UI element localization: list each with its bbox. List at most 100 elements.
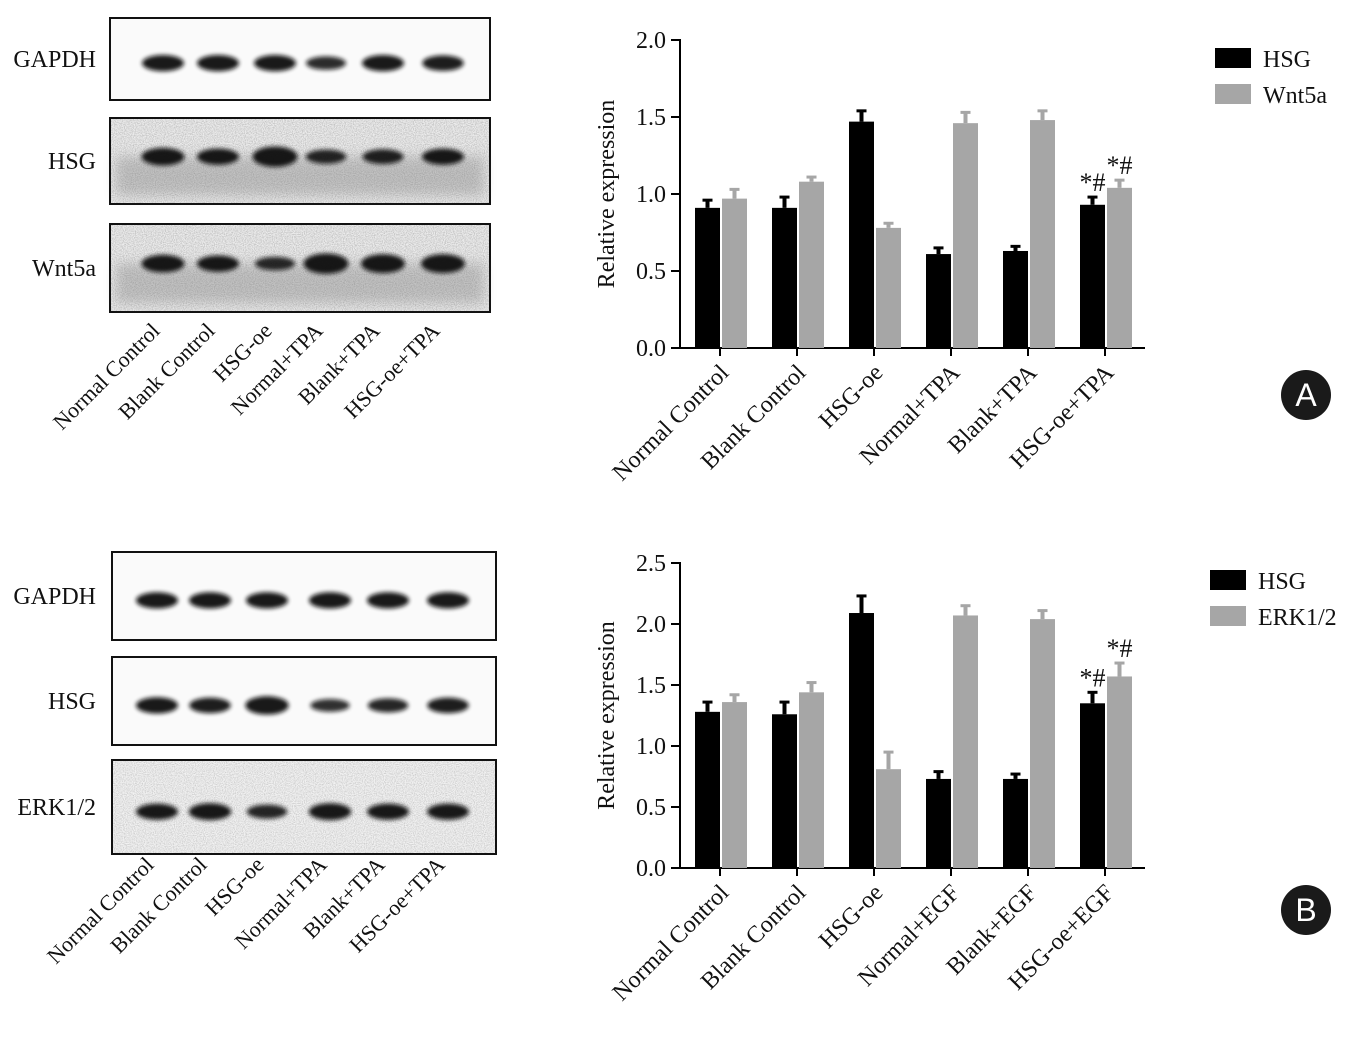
bar [1003, 250, 1028, 348]
blot-row-label: Wnt5a [32, 256, 96, 282]
panel-badge-circle [1281, 885, 1331, 935]
y-tick-label: 0.0 [636, 856, 666, 882]
y-tick-label: 0.0 [636, 336, 666, 362]
bar [772, 714, 797, 868]
y-tick-label: 2.0 [636, 28, 666, 54]
bar [722, 702, 747, 868]
legend-swatch [1215, 48, 1251, 68]
y-tick-label: 1.0 [636, 182, 666, 208]
significance-marker: *# [1080, 663, 1106, 692]
blot-band [421, 254, 465, 274]
bar [1080, 204, 1105, 348]
y-tick-label: 1.5 [636, 673, 666, 699]
x-tick-label: HSG-oe [814, 360, 888, 434]
blot-band [197, 148, 239, 165]
blot-band [303, 253, 349, 274]
blot-band [136, 697, 178, 714]
blot-band [197, 55, 239, 72]
panel-badge-circle [1281, 370, 1331, 420]
blot-band [141, 254, 185, 273]
blot-band [362, 55, 404, 72]
blot-band [246, 804, 288, 819]
blot-row-hsg: HSG [48, 656, 497, 746]
blot-row-wnt5a: Wnt5a [32, 223, 491, 313]
legend-swatch [1210, 606, 1246, 626]
bar [722, 198, 747, 348]
blot-band [367, 592, 409, 609]
blot-band [427, 803, 469, 820]
chart-legend: HSG Wnt5a [1215, 47, 1327, 109]
legend-label: ERK1/2 [1258, 605, 1337, 631]
blot-band [422, 55, 464, 71]
legend-swatch [1210, 570, 1246, 590]
blot-band [306, 56, 346, 70]
panel-badge-letter: A [1295, 377, 1317, 413]
significance-marker: *# [1107, 634, 1133, 663]
bar [695, 207, 720, 348]
blot-row-label: GAPDH [13, 47, 96, 73]
y-axis-label: Relative expression [594, 100, 620, 289]
blot-band [305, 149, 347, 164]
x-tick-label: HSG-oe [814, 880, 888, 954]
blot-row-label: ERK1/2 [17, 795, 96, 821]
panel-badge: A [1281, 370, 1331, 420]
blot-band [136, 803, 178, 820]
y-tick-label: 2.0 [636, 612, 666, 638]
blot-band [189, 697, 231, 714]
blot-band [245, 696, 289, 715]
bar [772, 207, 797, 348]
bar [1080, 703, 1105, 868]
legend-swatch [1215, 84, 1251, 104]
blot-band [422, 148, 464, 165]
lane-label: Blank Control [113, 318, 219, 424]
legend-label: Wnt5a [1263, 83, 1327, 109]
bar [953, 615, 978, 868]
blot-band [141, 147, 185, 166]
blot-band [367, 803, 409, 820]
blot-band [309, 592, 351, 609]
y-tick-label: 0.5 [636, 259, 666, 285]
bar [849, 121, 874, 349]
bar [849, 613, 874, 868]
blot-band [308, 803, 352, 821]
blot-band [367, 698, 409, 713]
bar [799, 181, 824, 348]
bar [695, 711, 720, 868]
blot-band [188, 803, 232, 821]
blot-band [142, 55, 184, 72]
blot-band [197, 255, 239, 272]
bar [1107, 676, 1132, 868]
bar [799, 692, 824, 868]
blot-row-label: HSG [48, 149, 96, 175]
significance-marker: *# [1080, 168, 1106, 197]
blot-band [246, 592, 288, 609]
y-tick-label: 2.5 [636, 551, 666, 577]
blot-band [189, 592, 231, 609]
bar [876, 227, 901, 348]
bar [953, 123, 978, 348]
panel-badge-letter: B [1295, 892, 1316, 928]
blot-band [427, 592, 469, 609]
y-tick-label: 1.0 [636, 734, 666, 760]
chart-legend: HSG ERK1/2 [1210, 569, 1337, 631]
blot-row-erk1-2: ERK1/2 [17, 759, 497, 855]
blot-smear [116, 263, 484, 304]
significance-marker: *# [1107, 151, 1133, 180]
y-tick-label: 1.5 [636, 105, 666, 131]
blot-band [252, 146, 298, 167]
y-tick-label: 0.5 [636, 795, 666, 821]
blot-row-label: HSG [48, 689, 96, 715]
bar [1107, 187, 1132, 348]
blot-row-label: GAPDH [13, 584, 96, 610]
blot-row-gapdh: GAPDH [13, 551, 497, 641]
blot-row-hsg: HSG [48, 117, 491, 205]
blot-row-gapdh: GAPDH [13, 17, 491, 101]
y-axis-label: Relative expression [594, 621, 620, 810]
bar [926, 778, 951, 868]
